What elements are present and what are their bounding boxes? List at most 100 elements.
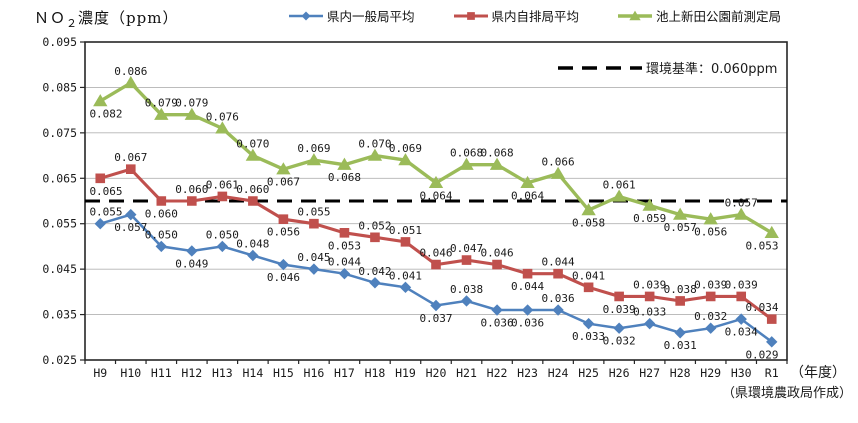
x-tick-label: H12	[181, 366, 202, 380]
x-tick-label: H28	[670, 366, 691, 380]
square-data-point-marker	[766, 314, 777, 324]
square-data-point-marker	[705, 291, 716, 302]
y-axis: 0.095 0.085 0.075 0.065 0.055 0.045 0.035 0.025	[42, 35, 85, 367]
square-data-point-marker	[248, 196, 258, 206]
diamond-data-point-marker	[125, 208, 137, 221]
y-tick-label: 0.045	[42, 262, 77, 276]
data-point-label: 0.057	[725, 197, 758, 210]
triangle-data-point-marker	[245, 148, 261, 161]
triangle-data-point-marker	[642, 198, 657, 211]
data-point-label: 0.041	[572, 269, 605, 282]
square-data-point-marker	[370, 232, 380, 243]
source-note: （県環境農政局作成）	[722, 386, 852, 401]
square-data-point-marker	[309, 218, 319, 229]
data-point-label: 0.079	[175, 97, 208, 110]
data-point-label: 0.047	[450, 242, 483, 255]
square-data-point-marker	[217, 191, 228, 202]
data-point-label: 0.046	[480, 247, 513, 260]
diamond-data-point-marker	[338, 267, 351, 280]
diamond-data-point-marker	[643, 317, 656, 330]
y-tick-label: 0.085	[42, 80, 77, 94]
data-point-label: 0.034	[745, 301, 778, 314]
diamond-data-point-marker	[674, 327, 686, 339]
square-data-point-marker	[522, 268, 533, 279]
square-data-point-marker	[278, 214, 289, 224]
data-point-label: 0.070	[236, 138, 269, 151]
reference-line-legend-label: 環境基準：0.060ppm	[646, 61, 777, 77]
triangle-data-point-marker	[184, 107, 200, 120]
data-point-label: 0.050	[206, 228, 239, 241]
triangle-data-point-marker	[672, 207, 688, 220]
data-point-label: 0.079	[145, 97, 178, 110]
data-point-label: 0.033	[572, 330, 605, 343]
data-point-label: 0.036	[542, 292, 575, 305]
diamond-marker-icon	[289, 11, 323, 20]
diamond-data-point-marker	[460, 295, 473, 307]
series-ikegami-shinden-park-station: 0.0820.0860.0790.0790.0760.0700.0670.069…	[89, 65, 779, 252]
data-point-label: 0.049	[175, 257, 208, 270]
diamond-data-point-marker	[552, 304, 564, 316]
data-point-label: 0.032	[694, 310, 727, 323]
x-tick-label: H29	[700, 366, 721, 380]
triangle-data-point-marker	[337, 157, 352, 170]
y-tick-label: 0.075	[42, 126, 77, 140]
diamond-data-point-marker	[430, 299, 442, 312]
x-tick-label: H20	[426, 366, 447, 380]
triangle-data-point-marker	[398, 153, 413, 166]
data-point-label: 0.039	[694, 278, 727, 291]
diamond-data-point-marker	[399, 281, 412, 294]
x-tick-label: H13	[212, 366, 233, 380]
legend-label-ikegami-shinden: 池上新田公園前測定局	[656, 9, 782, 24]
data-point-label: 0.034	[725, 326, 758, 339]
diamond-data-point-marker	[582, 317, 595, 330]
square-data-point-marker	[461, 255, 472, 265]
y-tick-label: 0.055	[42, 217, 77, 231]
x-tick-label: H9	[93, 366, 107, 380]
diamond-data-point-marker	[308, 263, 320, 275]
data-point-label: 0.057	[664, 221, 697, 234]
x-tick-label: H30	[731, 366, 752, 380]
square-data-point-marker	[553, 268, 563, 279]
x-tick-label: H18	[365, 366, 386, 380]
series-roadside-stations-average: 0.0650.0670.0600.0600.0610.0600.0560.055…	[89, 151, 779, 324]
triangle-data-point-marker	[93, 94, 108, 107]
data-point-label: 0.064	[419, 189, 452, 202]
data-point-label: 0.058	[572, 217, 605, 230]
data-point-label: 0.039	[633, 278, 666, 291]
triangle-data-point-marker	[306, 153, 322, 166]
data-point-label: 0.044	[542, 256, 575, 269]
triangle-data-point-marker	[276, 162, 291, 175]
square-data-point-marker	[187, 196, 197, 206]
data-point-label: 0.044	[328, 256, 361, 269]
x-tick-label: H21	[456, 366, 477, 380]
data-point-label: 0.029	[745, 348, 778, 361]
triangle-data-point-marker	[459, 157, 474, 170]
triangle-data-point-marker	[703, 212, 718, 225]
data-point-label: 0.067	[114, 151, 147, 164]
x-tick-label: H26	[609, 366, 630, 380]
x-tick-label: H14	[242, 366, 263, 380]
data-point-label: 0.066	[542, 156, 575, 169]
chart-title-suffix: 濃度（ppm）	[78, 9, 179, 27]
triangle-data-point-marker	[520, 175, 535, 189]
triangle-data-point-marker	[367, 148, 383, 161]
diamond-data-point-marker	[277, 258, 290, 271]
x-axis-unit-label: （年度）	[790, 365, 846, 381]
x-tick-label: H27	[639, 366, 660, 380]
square-data-point-marker	[614, 291, 624, 302]
data-point-label: 0.038	[664, 283, 697, 296]
chart-title-prefix: ＮＯ	[34, 9, 67, 27]
x-tick-label: H22	[487, 366, 508, 380]
x-tick-label: H11	[151, 366, 172, 380]
x-tick-label: H10	[120, 366, 141, 380]
triangle-data-point-marker	[154, 107, 169, 120]
diamond-data-point-marker	[704, 322, 717, 334]
diamond-data-point-marker	[155, 240, 168, 253]
square-data-point-marker	[125, 164, 136, 174]
data-point-label: 0.038	[450, 283, 483, 296]
data-point-label: 0.082	[89, 108, 122, 121]
data-point-label: 0.046	[267, 271, 300, 284]
data-point-label: 0.069	[389, 142, 422, 155]
diamond-data-point-marker	[216, 240, 229, 253]
data-point-label: 0.053	[745, 239, 778, 252]
